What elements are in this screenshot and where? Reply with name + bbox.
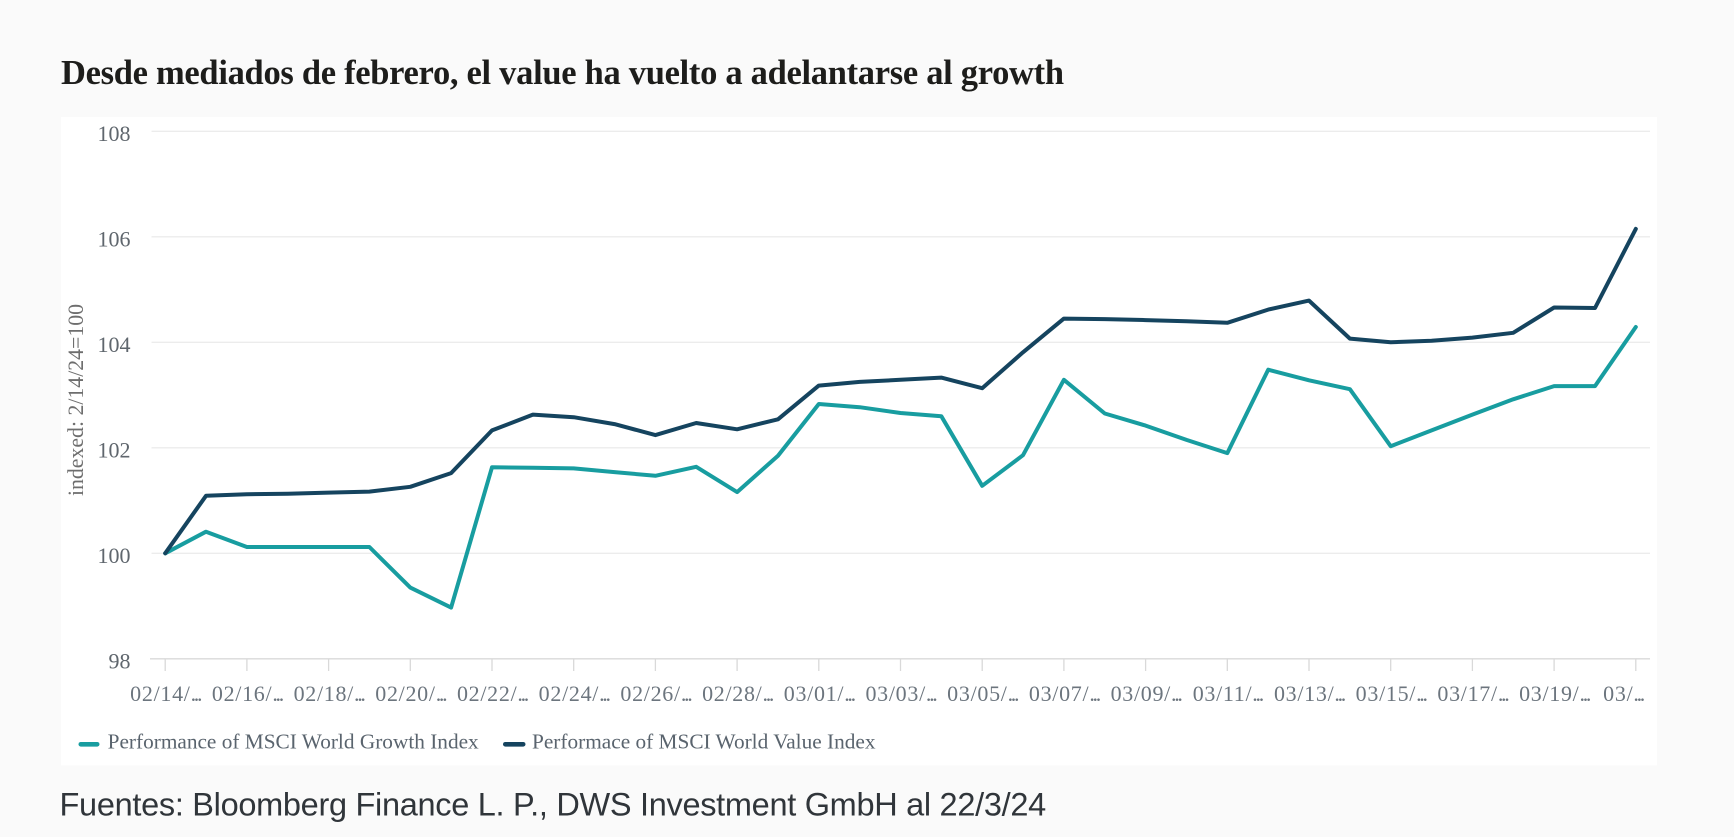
svg-text:Fuentes: Bloomberg Finance L.: Fuentes: Bloomberg Finance L. P., DWS In… — [60, 787, 1047, 823]
svg-text:03/03/...: 03/03/... — [865, 681, 937, 706]
svg-text:Performance of MSCI World Grow: Performance of MSCI World Growth Index — [108, 729, 479, 753]
svg-text:indexed: 2/14/24=100: indexed: 2/14/24=100 — [64, 304, 88, 496]
svg-text:03/15/...: 03/15/... — [1356, 681, 1428, 706]
svg-text:Performace of MSCI World Value: Performace of MSCI World Value Index — [532, 729, 876, 753]
svg-text:03/05/...: 03/05/... — [947, 681, 1019, 706]
svg-text:02/22/...: 02/22/... — [457, 681, 529, 706]
svg-text:03/11/...: 03/11/... — [1193, 681, 1264, 706]
svg-text:98: 98 — [109, 649, 131, 674]
svg-text:02/28/...: 02/28/... — [702, 681, 774, 706]
svg-text:02/20/...: 02/20/... — [375, 681, 447, 706]
svg-text:03/...: 03/... — [1603, 681, 1645, 706]
svg-text:104: 104 — [98, 332, 131, 357]
svg-text:02/16/...: 02/16/... — [212, 681, 284, 706]
svg-text:Desde mediados de febrero, el: Desde mediados de febrero, el value ha v… — [61, 54, 1064, 92]
svg-text:02/24/...: 02/24/... — [539, 681, 611, 706]
svg-text:02/18/...: 02/18/... — [294, 681, 366, 706]
svg-text:108: 108 — [98, 121, 131, 146]
svg-text:03/07/...: 03/07/... — [1029, 681, 1101, 706]
svg-text:106: 106 — [98, 227, 131, 252]
svg-text:03/19/...: 03/19/... — [1519, 681, 1591, 706]
svg-text:03/01/...: 03/01/... — [784, 681, 856, 706]
svg-text:102: 102 — [98, 438, 131, 463]
svg-text:03/13/...: 03/13/... — [1274, 681, 1346, 706]
svg-text:02/26/...: 02/26/... — [620, 681, 692, 706]
svg-text:03/17/...: 03/17/... — [1437, 681, 1509, 706]
svg-text:02/14/...: 02/14/... — [130, 681, 202, 706]
svg-text:100: 100 — [98, 543, 131, 568]
svg-text:03/09/...: 03/09/... — [1111, 681, 1183, 706]
